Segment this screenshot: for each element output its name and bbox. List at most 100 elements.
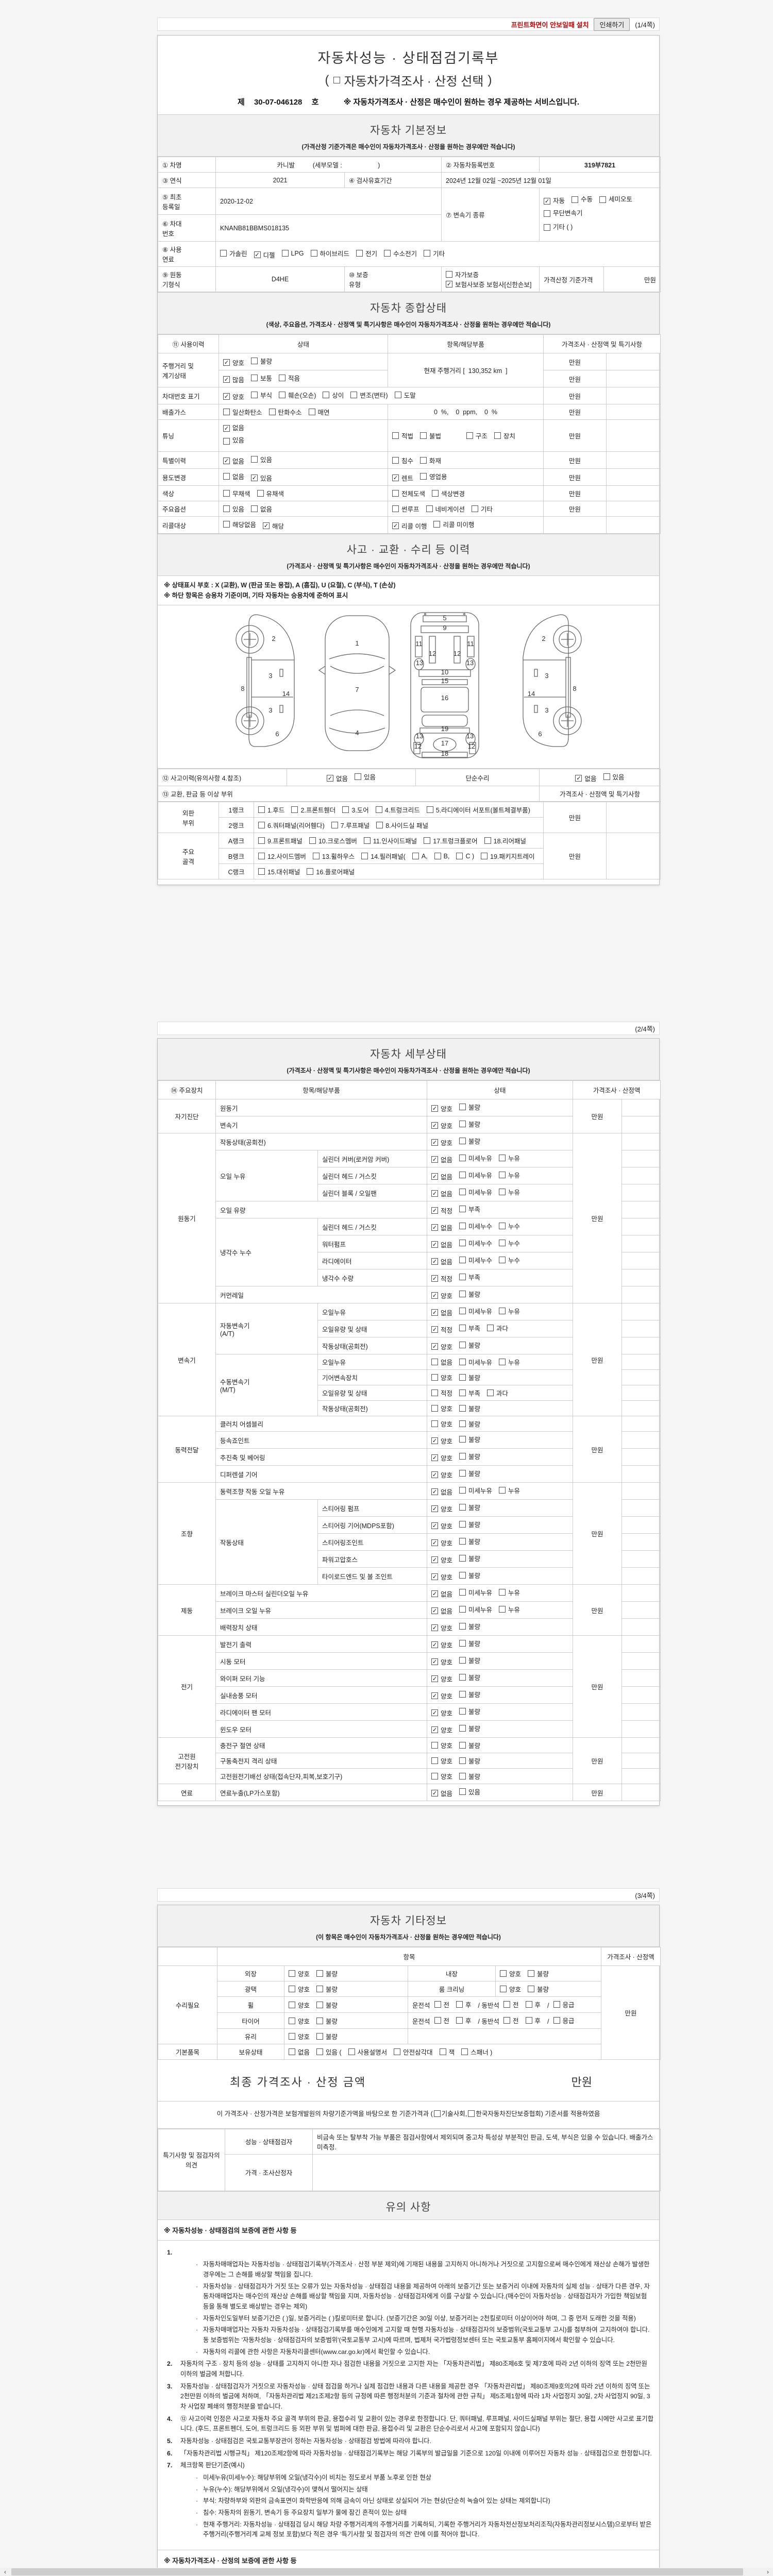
checkbox[interactable] [459, 1420, 466, 1428]
checkbox[interactable] [361, 853, 368, 860]
checkbox[interactable] [251, 358, 258, 364]
checkbox[interactable] [525, 2001, 532, 2008]
print-button[interactable]: 인쇄하기 [594, 18, 630, 31]
checkbox[interactable] [553, 2017, 560, 2024]
checkbox[interactable] [431, 1757, 439, 1765]
checkbox[interactable] [459, 1389, 466, 1397]
checkbox[interactable] [431, 1573, 439, 1581]
checkbox[interactable] [279, 392, 286, 398]
checkbox[interactable] [431, 1607, 439, 1615]
checkbox[interactable] [499, 1308, 506, 1315]
checkbox[interactable] [459, 1223, 466, 1230]
checkbox[interactable] [258, 822, 265, 829]
horizontal-scrollbar[interactable]: ‹ › [0, 2568, 773, 2576]
checkbox[interactable] [251, 392, 258, 398]
checkbox[interactable] [220, 250, 227, 257]
checkbox[interactable] [307, 868, 314, 875]
print-install-hint[interactable]: 프린트화면이 안보일때 설치 [511, 21, 589, 29]
checkbox[interactable] [316, 1986, 324, 1993]
checkbox[interactable] [223, 393, 230, 400]
checkbox[interactable] [392, 490, 399, 497]
price-survey-checkbox[interactable] [333, 77, 340, 83]
checkbox[interactable] [308, 409, 315, 415]
checkbox[interactable] [431, 1105, 439, 1112]
checkbox[interactable] [375, 806, 382, 814]
checkbox[interactable] [431, 1139, 439, 1146]
checkbox[interactable] [323, 392, 330, 398]
checkbox[interactable] [459, 1405, 466, 1412]
checkbox[interactable] [420, 456, 427, 464]
checkbox[interactable] [431, 1471, 439, 1479]
note-checkbox-2[interactable] [468, 2110, 475, 2117]
checkbox[interactable] [528, 1986, 535, 1993]
checkbox[interactable] [499, 1359, 506, 1366]
checkbox[interactable] [392, 456, 399, 464]
checkbox[interactable] [431, 1522, 439, 1530]
checkbox[interactable] [355, 773, 361, 781]
checkbox[interactable] [459, 1470, 466, 1477]
checkbox[interactable] [326, 775, 333, 782]
checkbox[interactable] [356, 250, 363, 257]
checkbox[interactable] [431, 1773, 439, 1780]
checkbox[interactable] [223, 473, 230, 480]
checkbox[interactable] [456, 2017, 463, 2024]
checkbox[interactable] [459, 1121, 466, 1128]
checkbox[interactable] [431, 1454, 439, 1462]
checkbox[interactable] [316, 2048, 324, 2056]
checkbox[interactable] [289, 2017, 295, 2024]
checkbox[interactable] [424, 837, 431, 844]
checkbox[interactable] [426, 806, 433, 814]
checkbox[interactable] [459, 1725, 466, 1732]
checkbox[interactable] [431, 1437, 439, 1445]
checkbox[interactable] [426, 505, 433, 513]
checkbox[interactable] [499, 1223, 506, 1230]
scroll-left-arrow[interactable]: ‹ [4, 2568, 6, 2575]
checkbox[interactable] [223, 490, 230, 497]
checkbox[interactable] [459, 1291, 466, 1298]
checkbox[interactable] [412, 853, 419, 860]
checkbox[interactable] [456, 2001, 463, 2008]
checkbox[interactable] [459, 1757, 466, 1765]
checkbox[interactable] [310, 250, 317, 257]
checkbox[interactable] [431, 1275, 439, 1282]
checkbox[interactable] [431, 1405, 439, 1412]
checkbox[interactable] [431, 1692, 439, 1700]
checkbox[interactable] [350, 392, 358, 398]
checkbox[interactable] [263, 522, 270, 530]
checkbox[interactable] [459, 1657, 466, 1664]
checkbox[interactable] [456, 853, 463, 860]
checkbox[interactable] [481, 853, 488, 860]
checkbox[interactable] [575, 775, 582, 782]
checkbox[interactable] [459, 1308, 466, 1315]
checkbox[interactable] [499, 1240, 506, 1247]
checkbox[interactable] [258, 806, 265, 814]
checkbox[interactable] [291, 806, 298, 814]
checkbox[interactable] [431, 1190, 439, 1197]
checkbox[interactable] [268, 409, 276, 415]
checkbox[interactable] [431, 1122, 439, 1129]
scroll-right-arrow[interactable]: › [767, 2568, 769, 2575]
checkbox[interactable] [431, 1590, 439, 1598]
checkbox[interactable] [459, 1436, 466, 1443]
checkbox[interactable] [459, 1206, 466, 1213]
checkbox[interactable] [499, 1172, 506, 1179]
checkbox[interactable] [459, 1572, 466, 1579]
checkbox[interactable] [431, 1556, 439, 1564]
checkbox[interactable] [251, 375, 258, 381]
checkbox[interactable] [309, 837, 316, 844]
checkbox[interactable] [499, 1487, 506, 1494]
checkbox[interactable] [459, 1374, 466, 1381]
checkbox[interactable] [434, 2017, 441, 2024]
checkbox[interactable] [459, 1138, 466, 1145]
checkbox[interactable] [459, 1189, 466, 1196]
checkbox[interactable] [392, 505, 399, 513]
checkbox[interactable] [446, 281, 452, 287]
checkbox[interactable] [331, 822, 338, 829]
checkbox[interactable] [431, 1742, 439, 1749]
checkbox[interactable] [289, 2033, 295, 2040]
checkbox[interactable] [257, 490, 264, 497]
checkbox[interactable] [599, 196, 607, 204]
checkbox[interactable] [431, 1539, 439, 1547]
checkbox[interactable] [223, 359, 230, 366]
checkbox[interactable] [500, 1970, 507, 1977]
